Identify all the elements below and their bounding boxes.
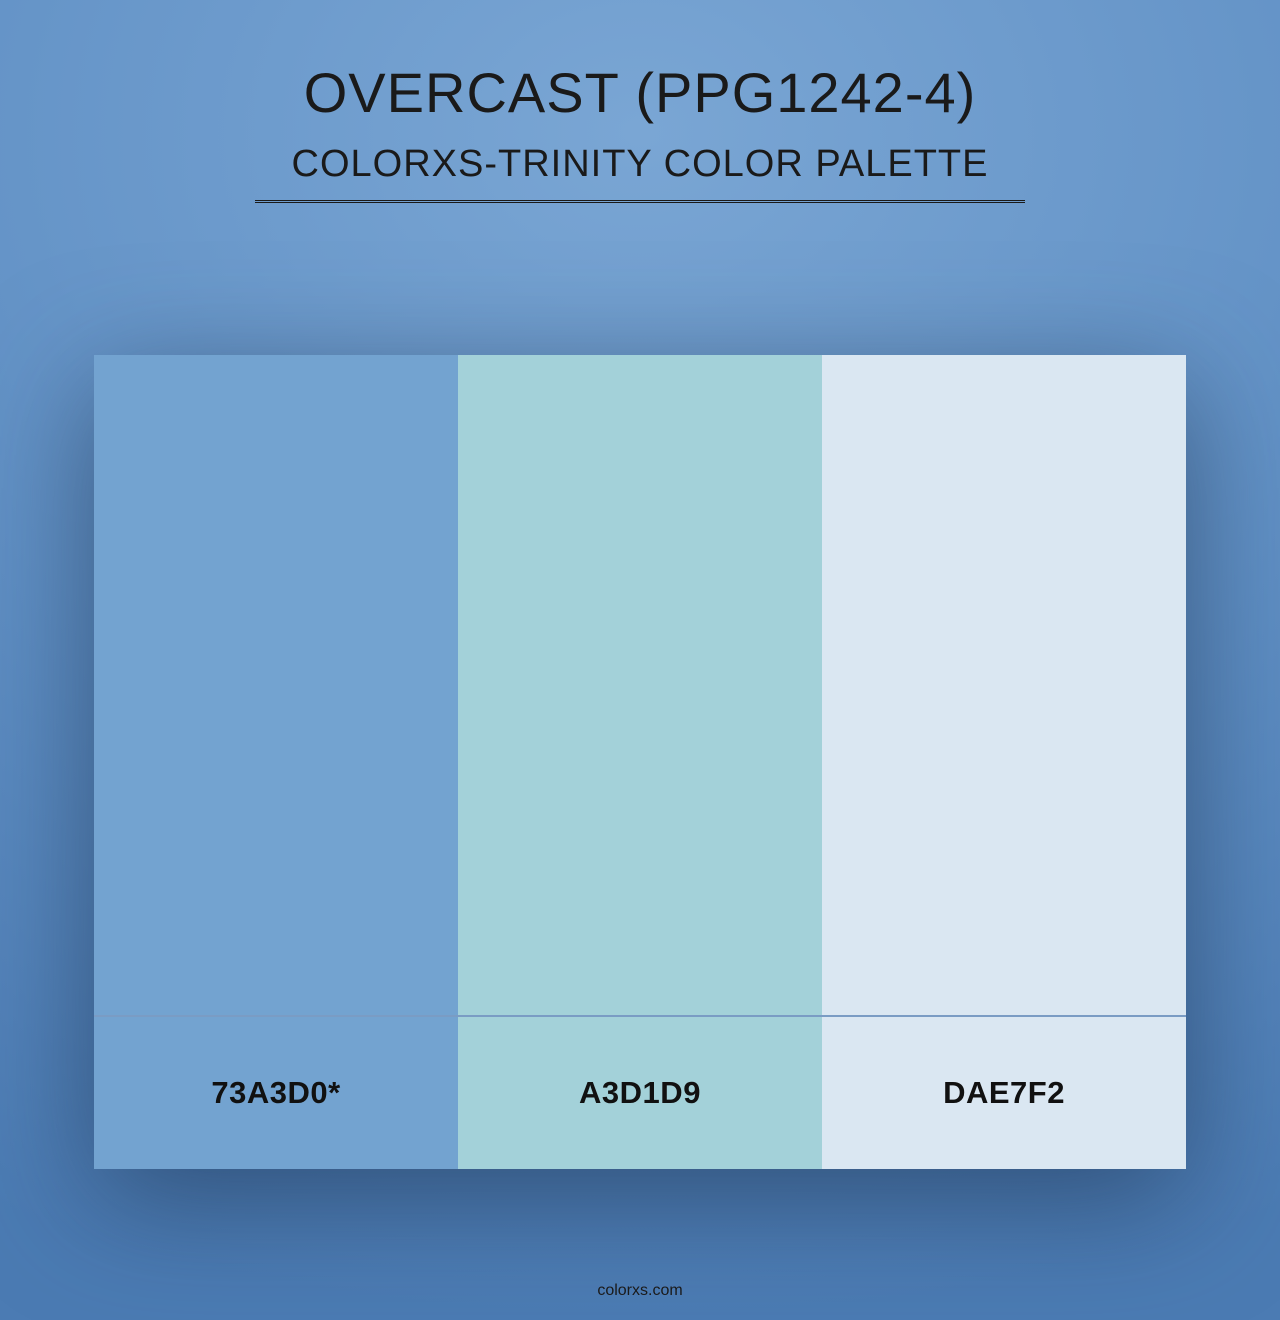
palette: 73A3D0* A3D1D9 DAE7F2 xyxy=(94,355,1186,1169)
swatch-1 xyxy=(94,355,458,1015)
header-divider xyxy=(255,200,1025,204)
swatch-row xyxy=(94,355,1186,1015)
page: OVERCAST (PPG1242-4) COLORXS-TRINITY COL… xyxy=(0,0,1280,1320)
swatch-3-label: DAE7F2 xyxy=(822,1017,1186,1169)
swatch-2 xyxy=(458,355,822,1015)
swatch-1-label: 73A3D0* xyxy=(94,1017,458,1169)
page-title: OVERCAST (PPG1242-4) xyxy=(0,60,1280,125)
footer-credit: colorxs.com xyxy=(0,1282,1280,1300)
label-row: 73A3D0* A3D1D9 DAE7F2 xyxy=(94,1017,1186,1169)
page-subtitle: COLORXS-TRINITY COLOR PALETTE xyxy=(0,143,1280,186)
swatch-2-label: A3D1D9 xyxy=(458,1017,822,1169)
header: OVERCAST (PPG1242-4) COLORXS-TRINITY COL… xyxy=(0,0,1280,204)
swatch-3 xyxy=(822,355,1186,1015)
